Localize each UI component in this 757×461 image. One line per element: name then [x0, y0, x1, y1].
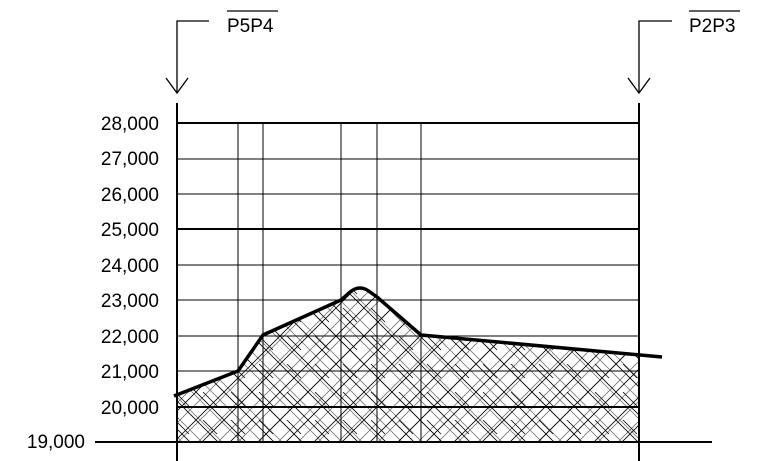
elevation-labels: 19,000 20,000 21,000 22,000 23,000 24,00…: [27, 114, 159, 453]
elevation-label: 24,000: [101, 256, 159, 277]
section-arrow-left: [176, 20, 209, 93]
elevation-label: 25,000: [101, 220, 159, 241]
elevation-gridlines: [177, 158, 639, 372]
section-label-right: P2P3: [689, 16, 735, 37]
terrain-profile-line: [173, 286, 663, 398]
elevation-label: 22,000: [101, 327, 159, 348]
elevation-label: 23,000: [101, 291, 159, 312]
section-marker-right: [627, 20, 672, 95]
section-label-left: P5P4: [227, 16, 274, 37]
station-gridlines: [237, 123, 422, 442]
section-arrow-right: [638, 20, 672, 93]
arrowhead-left-icon: [165, 77, 189, 95]
elevation-label: 20,000: [101, 398, 159, 419]
section-marker-left: [165, 20, 209, 95]
arrowhead-right-icon: [627, 77, 651, 95]
elevation-label: 28,000: [101, 114, 159, 135]
elevation-label: 26,000: [101, 185, 159, 206]
elevation-label: 21,000: [101, 362, 159, 383]
elevation-label: 27,000: [101, 149, 159, 170]
elevation-label: 19,000: [27, 432, 85, 453]
